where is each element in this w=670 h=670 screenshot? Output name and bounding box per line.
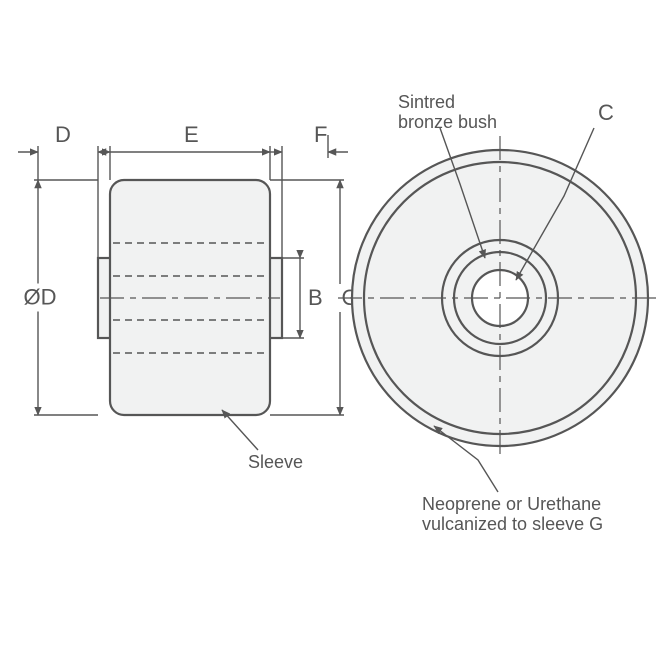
svg-text:E: E bbox=[184, 122, 199, 147]
technical-drawing: ØDDEFBGSleeve Sintredbronze bushCNeopren… bbox=[0, 0, 670, 670]
svg-text:Sleeve: Sleeve bbox=[248, 452, 303, 472]
svg-text:F: F bbox=[314, 122, 327, 147]
svg-text:Sintred: Sintred bbox=[398, 92, 455, 112]
svg-text:ØD: ØD bbox=[24, 285, 57, 310]
svg-text:D: D bbox=[55, 122, 71, 147]
svg-text:B: B bbox=[308, 285, 323, 310]
svg-text:Neoprene or Urethane: Neoprene or Urethane bbox=[422, 494, 601, 514]
svg-text:vulcanized to sleeve G: vulcanized to sleeve G bbox=[422, 514, 603, 534]
side-view: ØDDEFBGSleeve bbox=[18, 122, 359, 472]
svg-text:C: C bbox=[598, 100, 614, 125]
front-view: Sintredbronze bush C Neoprene or Urethanev… bbox=[338, 92, 662, 534]
svg-text:bronze bush: bronze bush bbox=[398, 112, 497, 132]
